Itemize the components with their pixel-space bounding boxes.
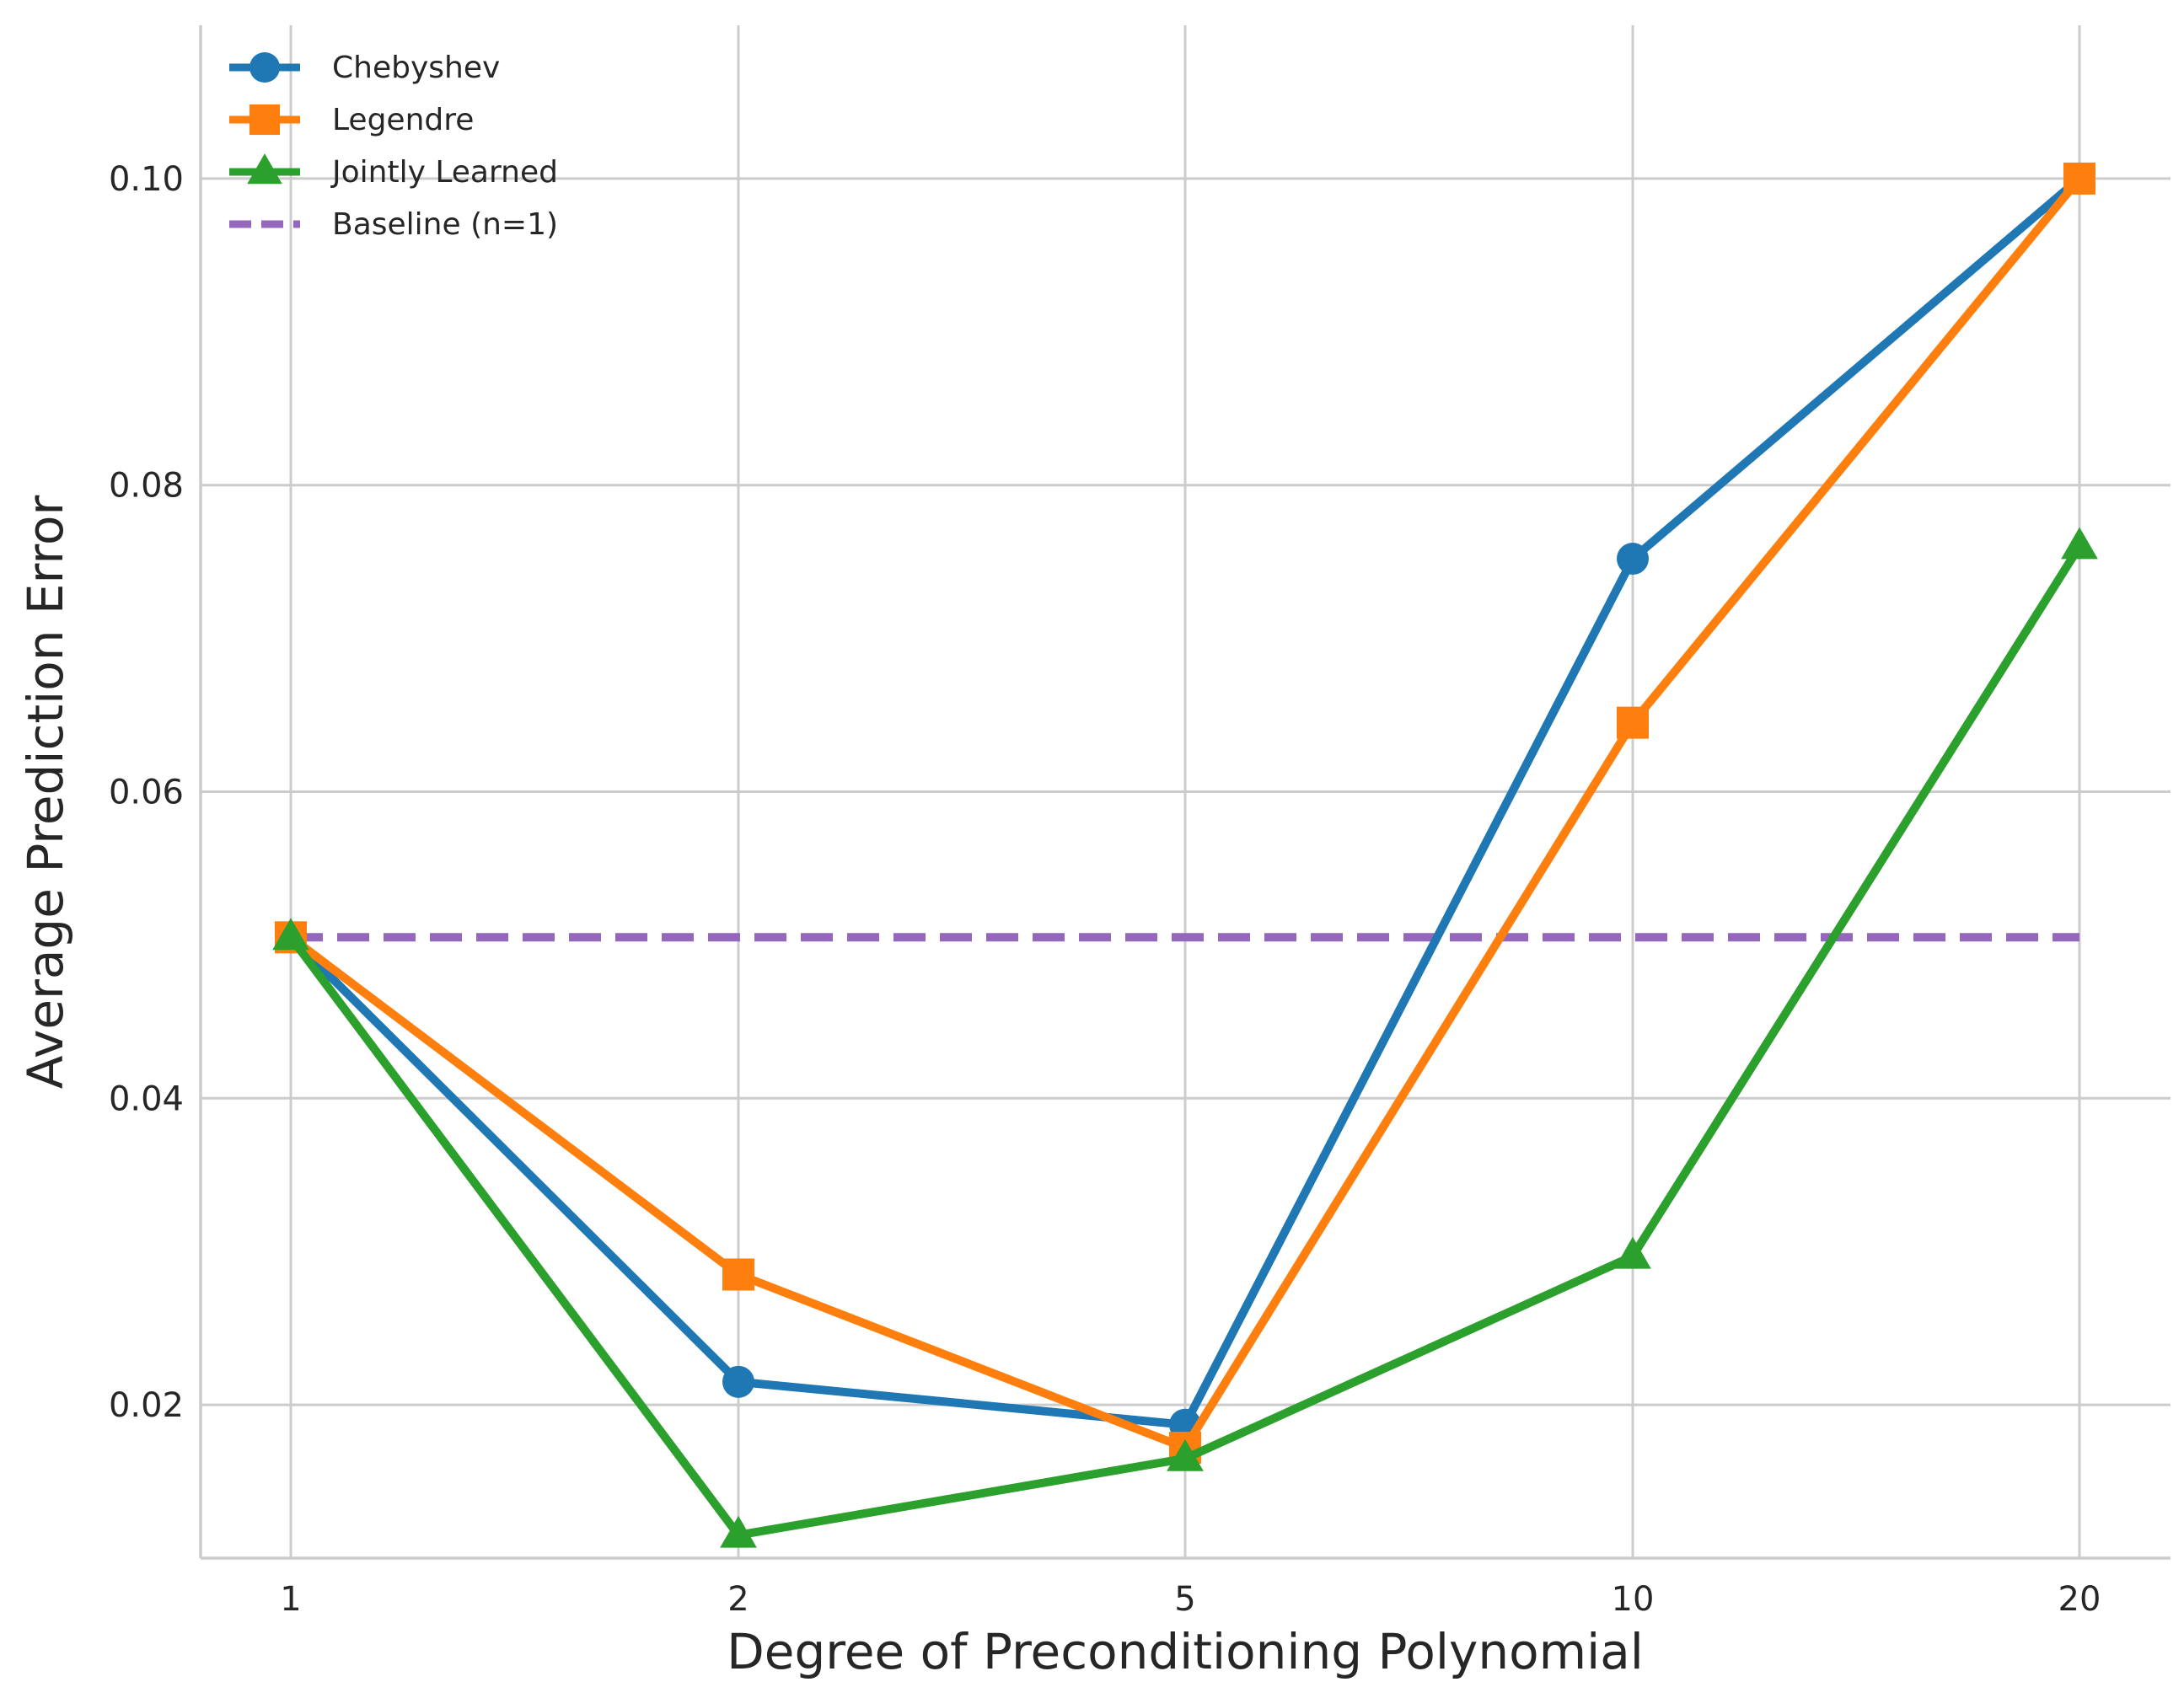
series-jointly-learned: [272, 527, 2098, 1548]
series-layer: [272, 162, 2098, 1548]
y-tick-label: 0.06: [109, 774, 184, 812]
legend-entry-jointly-learned: Jointly Learned: [229, 153, 558, 190]
legend-label-jointly-learned: Jointly Learned: [330, 155, 558, 190]
axes-spines: [199, 25, 2171, 1560]
legend: Chebyshev Legendre Jointly Learned Baseline…: [229, 51, 558, 242]
legend-marker-legendre: [249, 104, 281, 136]
legend-label-chebyshev: Chebyshev: [332, 51, 500, 85]
y-tick-label: 0.10: [109, 160, 184, 199]
legend-entry-baseline-n-1: Baseline (n=1): [229, 207, 558, 242]
data-point-jointly-learned: [1614, 1236, 1651, 1269]
x-tick-label: 10: [1612, 1580, 1655, 1619]
data-point-legendre: [722, 1258, 754, 1291]
x-tick-labels: 1 2 5 10 20: [280, 1580, 2101, 1619]
data-point-jointly-learned: [1167, 1438, 1204, 1471]
x-tick-label: 2: [727, 1580, 749, 1619]
data-point-chebyshev: [1617, 543, 1649, 576]
data-point-legendre: [2063, 162, 2095, 195]
data-point-jointly-learned: [720, 1515, 757, 1548]
y-tick-labels: 0.02 0.04 0.06 0.08 0.10: [109, 160, 184, 1425]
y-tick-label: 0.08: [109, 467, 184, 506]
legend-entry-legendre: Legendre: [229, 103, 474, 137]
grid-layer: [201, 25, 2171, 1558]
y-axis-label: Average Prediction Error: [17, 495, 74, 1090]
data-point-jointly-learned: [272, 918, 309, 951]
data-point-chebyshev: [722, 1365, 754, 1398]
y-tick-label: 0.04: [109, 1079, 184, 1118]
x-tick-label: 20: [2058, 1580, 2101, 1619]
legend-marker-chebyshev: [249, 51, 281, 83]
legend-label-baseline-n-1: Baseline (n=1): [332, 207, 558, 242]
x-tick-label: 5: [1174, 1580, 1195, 1619]
legend-label-legendre: Legendre: [332, 103, 474, 137]
x-axis-label: Degree of Preconditioning Polynomial: [727, 1623, 1644, 1680]
data-point-jointly-learned: [2061, 527, 2098, 560]
y-tick-label: 0.02: [109, 1386, 184, 1425]
legend-marker-jointly-learned: [247, 153, 282, 185]
x-tick-label: 1: [280, 1580, 301, 1619]
legend-entry-chebyshev: Chebyshev: [229, 51, 500, 85]
data-point-legendre: [1617, 706, 1649, 739]
